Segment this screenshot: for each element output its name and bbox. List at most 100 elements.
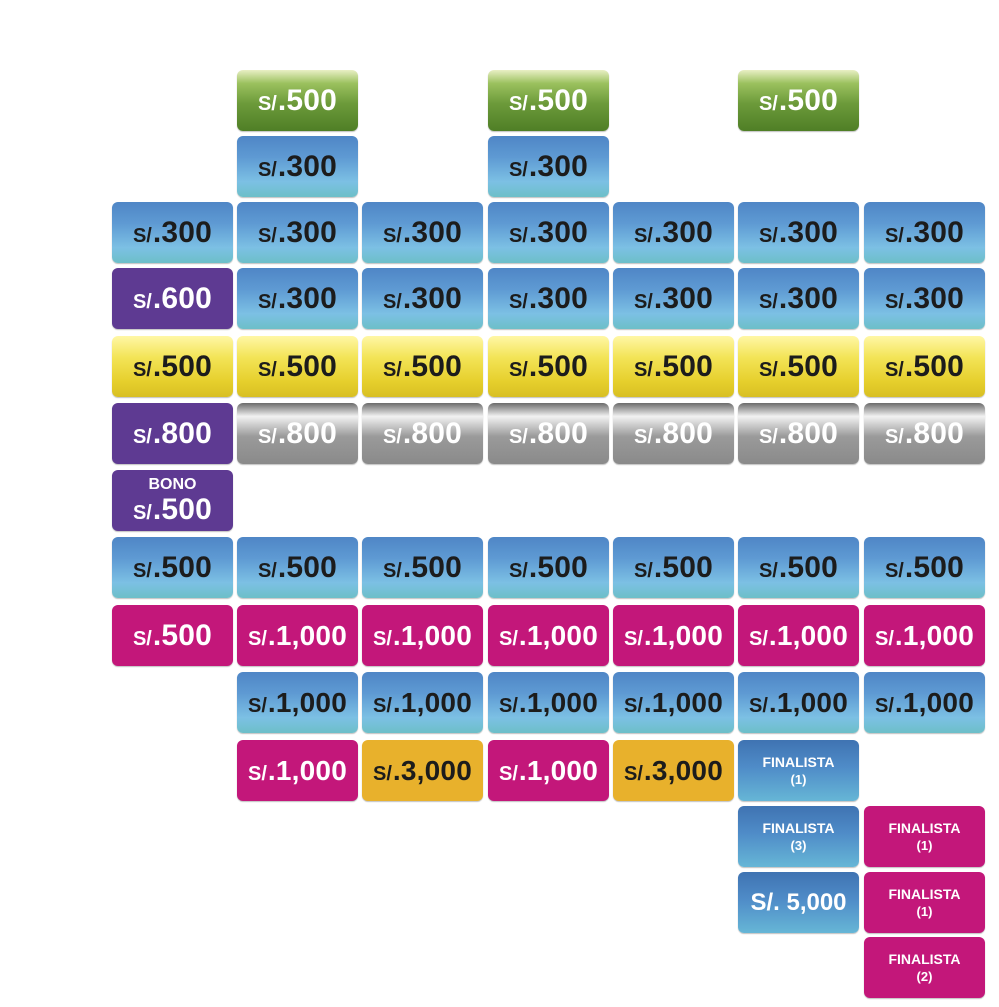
prize-tile-r10c2[interactable]: S/.1,000 — [237, 672, 358, 733]
currency-symbol: S/ — [633, 559, 653, 582]
prize-tile-r8c6[interactable]: S/.500 — [738, 537, 859, 598]
prize-tile-r5c7[interactable]: S/.500 — [864, 336, 985, 397]
prize-amount: S/.500 — [634, 351, 713, 382]
prize-tile-r9c2[interactable]: S/.1,000 — [237, 605, 358, 666]
prize-tile-r6c4[interactable]: S/.800 — [488, 403, 609, 464]
prize-tile-r9c7[interactable]: S/.1,000 — [864, 605, 985, 666]
prize-tile-r11c6[interactable]: FINALISTA (1) — [738, 740, 859, 801]
prize-tile-r9c1[interactable]: S/.500 — [112, 605, 233, 666]
prize-amount: S/.500 — [885, 552, 964, 583]
prize-tile-r1c4[interactable]: S/.500 — [488, 70, 609, 131]
prize-tile-r5c4[interactable]: S/.500 — [488, 336, 609, 397]
currency-symbol: S/ — [758, 290, 778, 313]
prize-tile-r2c4[interactable]: S/.300 — [488, 136, 609, 197]
prize-amount: S/.1,000 — [624, 619, 723, 651]
prize-tile-r5c6[interactable]: S/.500 — [738, 336, 859, 397]
prize-tile-r3c1[interactable]: S/.300 — [112, 202, 233, 263]
prize-amount: S/.500 — [383, 351, 462, 382]
prize-tile-r11c5[interactable]: S/.3,000 — [613, 740, 734, 801]
prize-tile-r10c3[interactable]: S/.1,000 — [362, 672, 483, 733]
prize-tile-r3c7[interactable]: S/.300 — [864, 202, 985, 263]
prize-tile-r2c2[interactable]: S/.300 — [237, 136, 358, 197]
prize-tile-r8c4[interactable]: S/.500 — [488, 537, 609, 598]
prize-tile-r5c1[interactable]: S/.500 — [112, 336, 233, 397]
prize-amount: S/.1,000 — [875, 688, 974, 717]
prize-tile-r13c7[interactable]: FINALISTA (1) — [864, 872, 985, 933]
currency-symbol: S/ — [884, 425, 904, 448]
prize-amount: S/.1,000 — [499, 756, 598, 785]
prize-tile-r8c1[interactable]: S/.500 — [112, 537, 233, 598]
prize-tile-r14c7[interactable]: FINALISTA (2) — [864, 937, 985, 998]
prize-amount: S/.1,000 — [749, 688, 848, 717]
prize-tile-r1c6[interactable]: S/.500 — [738, 70, 859, 131]
currency-symbol: S/ — [884, 224, 904, 247]
prize-tile-r12c6[interactable]: FINALISTA (3) — [738, 806, 859, 867]
prize-tile-r11c4[interactable]: S/.1,000 — [488, 740, 609, 801]
prize-tile-r3c3[interactable]: S/.300 — [362, 202, 483, 263]
prize-tile-r4c2[interactable]: S/.300 — [237, 268, 358, 329]
prize-tile-r10c4[interactable]: S/.1,000 — [488, 672, 609, 733]
prize-tile-r10c7[interactable]: S/.1,000 — [864, 672, 985, 733]
prize-value: .1,000 — [768, 619, 848, 651]
prize-tile-r9c6[interactable]: S/.1,000 — [738, 605, 859, 666]
prize-amount: S/.1,000 — [373, 621, 472, 650]
prize-tile-r6c5[interactable]: S/.800 — [613, 403, 734, 464]
prize-tile-r3c5[interactable]: S/.300 — [613, 202, 734, 263]
prize-tile-r3c2[interactable]: S/.300 — [237, 202, 358, 263]
prize-tile-r12c7[interactable]: FINALISTA (1) — [864, 806, 985, 867]
prize-tile-r5c5[interactable]: S/.500 — [613, 336, 734, 397]
prize-tile-r13c6[interactable]: S/. 5,000 — [738, 872, 859, 933]
prize-value: .500 — [277, 349, 338, 383]
currency-symbol: S/ — [508, 358, 528, 381]
prize-tile-r8c7[interactable]: S/.500 — [864, 537, 985, 598]
prize-amount: S/.600 — [133, 283, 212, 314]
prize-tile-r9c4[interactable]: S/.1,000 — [488, 605, 609, 666]
prize-tile-r4c4[interactable]: S/.300 — [488, 268, 609, 329]
finalista-count: (1) — [916, 838, 933, 853]
currency-symbol: S/ — [749, 627, 768, 650]
prize-amount: S/.800 — [258, 418, 337, 449]
prize-tile-r9c3[interactable]: S/.1,000 — [362, 605, 483, 666]
prize-tile-r11c2[interactable]: S/.1,000 — [237, 740, 358, 801]
prize-tile-r4c5[interactable]: S/.300 — [613, 268, 734, 329]
prize-tile-r6c2[interactable]: S/.800 — [237, 403, 358, 464]
prize-value: .1,000 — [643, 619, 723, 651]
prize-tile-r6c1[interactable]: S/.800 — [112, 403, 233, 464]
prize-value: .300 — [528, 149, 589, 183]
prize-tile-r1c2[interactable]: S/.500 — [237, 70, 358, 131]
prize-value: .500 — [528, 83, 589, 117]
currency-symbol: S/ — [499, 627, 518, 650]
prize-value: .500 — [152, 349, 213, 383]
prize-value: .300 — [528, 215, 589, 249]
prize-value: .500 — [152, 550, 213, 584]
prize-value: .300 — [653, 215, 714, 249]
prize-tile-r10c6[interactable]: S/.1,000 — [738, 672, 859, 733]
prize-value: .300 — [277, 149, 338, 183]
prize-tile-r3c6[interactable]: S/.300 — [738, 202, 859, 263]
prize-tile-r10c5[interactable]: S/.1,000 — [613, 672, 734, 733]
prize-tile-r6c3[interactable]: S/.800 — [362, 403, 483, 464]
prize-tile-r7c1[interactable]: BONO S/.500 — [112, 470, 233, 531]
finalista-label: FINALISTA — [888, 886, 961, 902]
prize-tile-r6c6[interactable]: S/.800 — [738, 403, 859, 464]
prize-tile-r4c3[interactable]: S/.300 — [362, 268, 483, 329]
prize-tile-r9c5[interactable]: S/.1,000 — [613, 605, 734, 666]
prize-tile-r6c7[interactable]: S/.800 — [864, 403, 985, 464]
prize-tile-r8c3[interactable]: S/.500 — [362, 537, 483, 598]
currency-symbol: S/ — [373, 694, 392, 717]
prize-amount: S/.1,000 — [499, 621, 598, 650]
prize-tile-r5c2[interactable]: S/.500 — [237, 336, 358, 397]
prize-tile-r8c2[interactable]: S/.500 — [237, 537, 358, 598]
prize-tile-r8c5[interactable]: S/.500 — [613, 537, 734, 598]
prize-amount: S/.300 — [758, 283, 838, 314]
prize-tile-r5c3[interactable]: S/.500 — [362, 336, 483, 397]
prize-tile-r4c1[interactable]: S/.600 — [112, 268, 233, 329]
prize-tile-r3c4[interactable]: S/.300 — [488, 202, 609, 263]
prize-value: .300 — [653, 281, 714, 315]
prize-tile-r11c3[interactable]: S/.3,000 — [362, 740, 483, 801]
prize-tile-r4c7[interactable]: S/.300 — [864, 268, 985, 329]
prize-tile-r4c6[interactable]: S/.300 — [738, 268, 859, 329]
prize-value: .500 — [528, 550, 589, 584]
prize-value: .1,000 — [518, 686, 598, 718]
